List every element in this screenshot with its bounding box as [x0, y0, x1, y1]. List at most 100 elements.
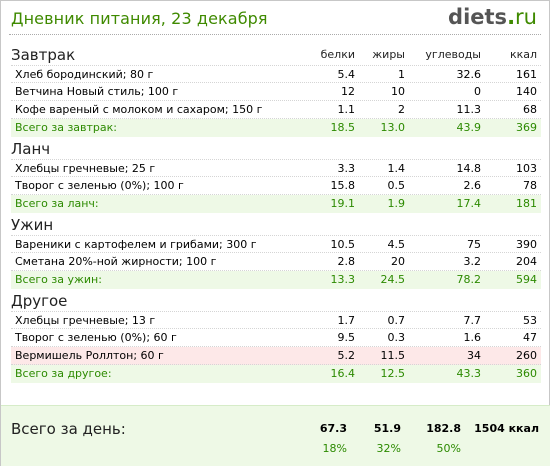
food-carbs: 14.8: [456, 162, 482, 175]
total-kcal: 181: [516, 197, 537, 210]
food-fat: 0.7: [387, 314, 406, 327]
food-carbs: 0: [474, 85, 481, 98]
food-row: Творог с зеленью (0%); 100 г 15.8 0.5 2.…: [11, 177, 541, 195]
food-protein: 3.3: [337, 162, 356, 175]
other-total-row: Всего за другое: 16.4 12.5 43.3 360: [11, 365, 541, 383]
total-fat: 13.0: [380, 121, 406, 134]
total-fat: 1.9: [387, 197, 406, 210]
day-total-kcal: 1504 ккал: [474, 422, 539, 435]
logo-name: diets: [448, 5, 508, 29]
food-fat: 1.4: [387, 162, 406, 175]
food-row: Вареники с картофелем и грибами; 300 г 1…: [11, 235, 541, 253]
food-fat: 10: [391, 85, 405, 98]
food-protein: 5.4: [337, 68, 356, 81]
day-total-carbs: 182.8: [426, 422, 461, 435]
section-title-other: Другое: [11, 292, 68, 310]
food-protein: 5.2: [337, 349, 356, 362]
food-name: Творог с зеленью (0%); 60 г: [15, 331, 177, 344]
food-name: Вареники с картофелем и грибами; 300 г: [15, 238, 257, 251]
total-fat: 24.5: [380, 273, 406, 286]
logo-dot: .: [507, 5, 516, 29]
food-kcal: 161: [516, 68, 537, 81]
total-kcal: 369: [516, 121, 537, 134]
page-title: Дневник питания, 23 декабря: [11, 9, 268, 28]
food-protein: 2.8: [337, 255, 356, 268]
total-carbs: 78.2: [456, 273, 482, 286]
total-kcal: 594: [516, 273, 537, 286]
food-row: Сметана 20%-ной жирности; 100 г 2.8 20 3…: [11, 253, 541, 271]
food-protein: 1.1: [337, 103, 356, 116]
food-kcal: 53: [523, 314, 537, 327]
lunch-header: Ланч: [11, 137, 541, 159]
logo-tld: ru: [515, 5, 537, 29]
food-name: Творог с зеленью (0%); 100 г: [15, 179, 184, 192]
other-header: Другое: [11, 289, 541, 311]
food-carbs: 2.6: [463, 179, 482, 192]
food-kcal: 78: [523, 179, 537, 192]
dinner-header: Ужин: [11, 213, 541, 235]
food-row: Хлеб бородинский; 80 г 5.4 1 32.6 161: [11, 65, 541, 83]
total-label: Всего за ланч:: [15, 197, 99, 210]
breakfast-total-row: Всего за завтрак: 18.5 13.0 43.9 369: [11, 119, 541, 137]
total-protein: 18.5: [330, 121, 356, 134]
food-fat: 0.5: [387, 179, 406, 192]
food-carbs: 32.6: [456, 68, 482, 81]
section-title-lunch: Ланч: [11, 140, 51, 158]
total-carbs: 17.4: [456, 197, 482, 210]
dinner-total-row: Всего за ужин: 13.3 24.5 78.2 594: [11, 271, 541, 289]
section-title-dinner: Ужин: [11, 216, 54, 234]
food-protein: 1.7: [337, 314, 356, 327]
day-total-fat: 51.9: [373, 422, 401, 435]
food-fat: 0.3: [387, 331, 406, 344]
food-name: Хлеб бородинский; 80 г: [15, 68, 154, 81]
top-divider: [9, 34, 541, 35]
total-protein: 13.3: [330, 273, 356, 286]
total-label: Всего за другое:: [15, 367, 112, 380]
col-head-protein: белки: [320, 48, 355, 61]
food-protein: 10.5: [330, 238, 356, 251]
food-protein: 15.8: [330, 179, 356, 192]
food-fat: 20: [391, 255, 405, 268]
food-kcal: 140: [516, 85, 537, 98]
food-carbs: 3.2: [463, 255, 482, 268]
food-carbs: 75: [467, 238, 481, 251]
day-total-protein: 67.3: [319, 422, 347, 435]
food-kcal: 103: [516, 162, 537, 175]
total-fat: 12.5: [380, 367, 406, 380]
diary-table: Завтрак белки жиры углеводы ккал Хлеб бо…: [11, 45, 541, 383]
section-title-breakfast: Завтрак: [11, 46, 76, 64]
breakfast-header: Завтрак белки жиры углеводы ккал: [11, 45, 541, 65]
day-total-panel: Всего за день: 67.3 51.9 182.8 1504 ккал…: [1, 405, 550, 466]
food-kcal: 204: [516, 255, 537, 268]
food-carbs: 34: [467, 349, 481, 362]
lunch-total-row: Всего за ланч: 19.1 1.9 17.4 181: [11, 195, 541, 213]
total-carbs: 43.9: [456, 121, 482, 134]
food-name: Хлебцы гречневые; 25 г: [15, 162, 156, 175]
food-protein: 9.5: [337, 331, 356, 344]
food-carbs: 1.6: [463, 331, 482, 344]
food-name: Кофе вареный с молоком и сахаром; 150 г: [15, 103, 263, 116]
total-kcal: 360: [516, 367, 537, 380]
diets-logo[interactable]: diets.ru: [448, 5, 537, 29]
total-label: Всего за завтрак:: [15, 121, 118, 134]
col-head-carbs: углеводы: [425, 48, 481, 61]
day-carbs-pct: 50%: [436, 442, 461, 455]
food-row: Хлебцы гречневые; 25 г 3.3 1.4 14.8 103: [11, 159, 541, 177]
food-kcal: 390: [516, 238, 537, 251]
food-row: Хлебцы гречневые; 13 г 1.7 0.7 7.7 53: [11, 311, 541, 329]
total-protein: 16.4: [330, 367, 356, 380]
col-head-kcal: ккал: [509, 48, 537, 61]
food-fat: 2: [398, 103, 405, 116]
food-name: Ветчина Новый стиль; 100 г: [15, 85, 179, 98]
total-carbs: 43.3: [456, 367, 482, 380]
food-kcal: 68: [523, 103, 537, 116]
food-name: Вермишель Роллтон; 60 г: [15, 349, 164, 362]
col-head-fat: жиры: [372, 48, 405, 61]
food-protein: 12: [341, 85, 355, 98]
day-protein-pct: 18%: [322, 442, 347, 455]
food-row-highlighted: Вермишель Роллтон; 60 г 5.2 11.5 34 260: [11, 347, 541, 365]
food-row: Ветчина Новый стиль; 100 г 12 10 0 140: [11, 83, 541, 101]
food-row: Кофе вареный с молоком и сахаром; 150 г …: [11, 101, 541, 119]
day-total-label: Всего за день:: [11, 420, 126, 438]
